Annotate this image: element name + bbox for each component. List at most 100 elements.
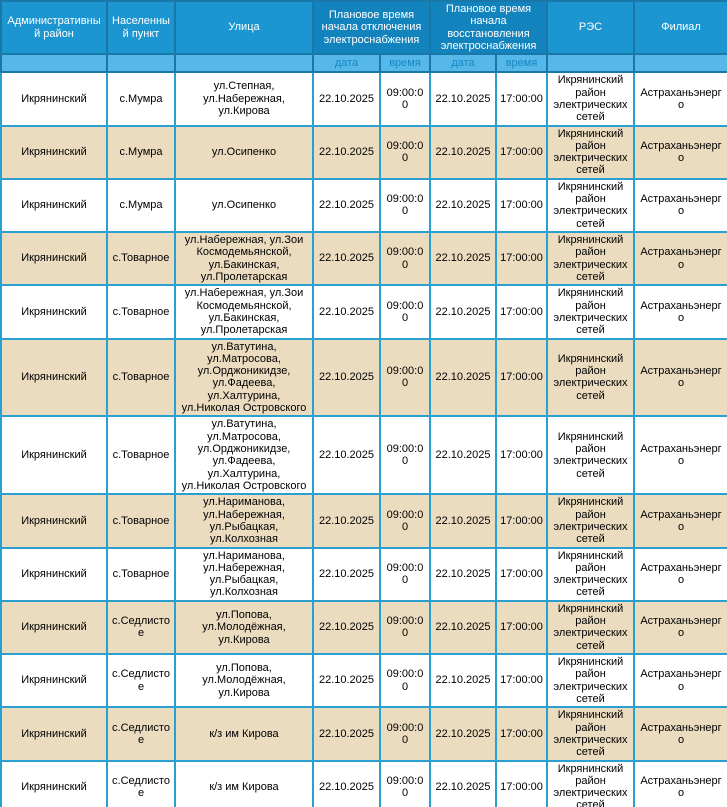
cell-branch: Астраханьэнерго xyxy=(633,71,727,127)
cell-restore-time: 17:00:00 xyxy=(494,493,549,549)
cell-settlement: с.Мумра xyxy=(106,71,176,127)
cell-res: Икрянинский район электрических сетей xyxy=(546,284,636,340)
cell-settlement: с.Седлистое xyxy=(106,706,176,762)
cell-district: Икрянинский xyxy=(0,546,108,602)
cell-branch: Астраханьэнерго xyxy=(633,337,727,418)
cell-outage-time: 09:00:00 xyxy=(379,337,431,418)
cell-branch: Астраханьэнерго xyxy=(633,124,727,180)
table-body: Икрянинский с.Мумра ул.Степная, ул.Набер… xyxy=(0,71,727,807)
cell-district: Икрянинский xyxy=(0,284,108,340)
cell-outage-date: 22.10.2025 xyxy=(312,177,381,234)
cell-outage-time: 09:00:00 xyxy=(379,493,431,549)
cell-branch: Астраханьэнерго xyxy=(633,493,727,549)
cell-outage-date: 22.10.2025 xyxy=(312,415,381,496)
cell-district: Икрянинский xyxy=(0,230,108,287)
cell-branch: Астраханьэнерго xyxy=(633,284,727,340)
table-row: Икрянинский с.Товарное ул.Набережная, ул… xyxy=(0,284,727,340)
cell-street: ул.Осипенко xyxy=(174,177,314,234)
cell-outage-date: 22.10.2025 xyxy=(312,284,381,340)
cell-settlement: с.Товарное xyxy=(106,337,176,418)
cell-branch: Астраханьэнерго xyxy=(633,706,727,762)
cell-district: Икрянинский xyxy=(0,493,108,549)
cell-street: к/з им Кирова xyxy=(174,759,314,807)
table-row: Икрянинский с.Товарное ул.Нариманова, ул… xyxy=(0,546,727,602)
cell-outage-date: 22.10.2025 xyxy=(312,124,381,180)
cell-district: Икрянинский xyxy=(0,652,108,709)
cell-restore-time: 17:00:00 xyxy=(494,124,549,180)
cell-outage-time: 09:00:00 xyxy=(379,71,431,127)
cell-branch: Астраханьэнерго xyxy=(633,599,727,656)
cell-outage-date: 22.10.2025 xyxy=(312,599,381,656)
cell-restore-time: 17:00:00 xyxy=(494,599,549,656)
cell-restore-date: 22.10.2025 xyxy=(429,284,497,340)
cell-restore-date: 22.10.2025 xyxy=(429,124,497,180)
header-cell-restore-time: Плановое время начала восстановления эле… xyxy=(428,0,549,56)
cell-res: Икрянинский район электрических сетей xyxy=(546,177,636,234)
cell-district: Икрянинский xyxy=(0,599,108,656)
cell-restore-date: 22.10.2025 xyxy=(429,546,497,602)
cell-district: Икрянинский xyxy=(0,71,108,127)
cell-branch: Астраханьэнерго xyxy=(633,177,727,234)
cell-street: ул.Осипенко xyxy=(174,124,314,180)
cell-branch: Астраханьэнерго xyxy=(633,652,727,709)
cell-outage-date: 22.10.2025 xyxy=(312,71,381,127)
cell-outage-time: 09:00:00 xyxy=(379,599,431,656)
header-cell-outage-time: Плановое время начала отключения электро… xyxy=(312,0,431,56)
header-cell-branch: Филиал xyxy=(633,0,727,56)
cell-settlement: с.Товарное xyxy=(106,415,176,496)
cell-res: Икрянинский район электрических сетей xyxy=(546,652,636,709)
cell-restore-date: 22.10.2025 xyxy=(429,493,497,549)
table-row: Икрянинский с.Мумра ул.Степная, ул.Набер… xyxy=(0,71,727,127)
cell-outage-date: 22.10.2025 xyxy=(312,706,381,762)
cell-res: Икрянинский район электрических сетей xyxy=(546,706,636,762)
cell-restore-date: 22.10.2025 xyxy=(429,337,497,418)
header-row-main: Административный район Населенный пункт … xyxy=(0,0,727,56)
table-row: Икрянинский с.Товарное ул.Ватутина, ул.М… xyxy=(0,337,727,418)
cell-outage-time: 09:00:00 xyxy=(379,284,431,340)
cell-settlement: с.Мумра xyxy=(106,177,176,234)
cell-district: Икрянинский xyxy=(0,337,108,418)
cell-outage-time: 09:00:00 xyxy=(379,177,431,234)
cell-district: Икрянинский xyxy=(0,759,108,807)
cell-outage-date: 22.10.2025 xyxy=(312,493,381,549)
table-header: Административный район Населенный пункт … xyxy=(0,0,727,74)
cell-res: Икрянинский район электрических сетей xyxy=(546,599,636,656)
table-row: Икрянинский с.Товарное ул.Нариманова, ул… xyxy=(0,493,727,549)
cell-restore-date: 22.10.2025 xyxy=(429,230,497,287)
cell-street: ул.Степная, ул.Набережная, ул.Кирова xyxy=(174,71,314,127)
cell-restore-date: 22.10.2025 xyxy=(429,599,497,656)
cell-street: ул.Нариманова, ул.Набережная, ул.Рыбацка… xyxy=(174,546,314,602)
subheader-empty-branch xyxy=(633,53,727,74)
table-row: Икрянинский с.Мумра ул.Осипенко 22.10.20… xyxy=(0,177,727,234)
cell-restore-time: 17:00:00 xyxy=(494,337,549,418)
cell-district: Икрянинский xyxy=(0,177,108,234)
cell-settlement: с.Товарное xyxy=(106,546,176,602)
cell-restore-date: 22.10.2025 xyxy=(429,706,497,762)
cell-settlement: с.Товарное xyxy=(106,493,176,549)
cell-branch: Астраханьэнерго xyxy=(633,415,727,496)
cell-restore-time: 17:00:00 xyxy=(494,706,549,762)
cell-outage-date: 22.10.2025 xyxy=(312,337,381,418)
cell-res: Икрянинский район электрических сетей xyxy=(546,71,636,127)
cell-restore-time: 17:00:00 xyxy=(494,284,549,340)
cell-outage-date: 22.10.2025 xyxy=(312,230,381,287)
cell-res: Икрянинский район электрических сетей xyxy=(546,493,636,549)
cell-restore-date: 22.10.2025 xyxy=(429,652,497,709)
cell-branch: Астраханьэнерго xyxy=(633,546,727,602)
cell-res: Икрянинский район электрических сетей xyxy=(546,337,636,418)
cell-restore-date: 22.10.2025 xyxy=(429,71,497,127)
cell-outage-date: 22.10.2025 xyxy=(312,759,381,807)
cell-branch: Астраханьэнерго xyxy=(633,759,727,807)
cell-outage-time: 09:00:00 xyxy=(379,759,431,807)
cell-settlement: с.Товарное xyxy=(106,284,176,340)
header-row-sub: дата время дата время xyxy=(0,53,727,74)
subheader-empty-street xyxy=(174,53,314,74)
cell-street: ул.Попова, ул.Молодёжная, ул.Кирова xyxy=(174,652,314,709)
cell-street: ул.Набережная, ул.Зои Космодемьянской, у… xyxy=(174,230,314,287)
cell-restore-date: 22.10.2025 xyxy=(429,177,497,234)
cell-street: ул.Попова, ул.Молодёжная, ул.Кирова xyxy=(174,599,314,656)
cell-restore-date: 22.10.2025 xyxy=(429,415,497,496)
cell-outage-time: 09:00:00 xyxy=(379,415,431,496)
subheader-restore-date: дата xyxy=(429,53,497,74)
